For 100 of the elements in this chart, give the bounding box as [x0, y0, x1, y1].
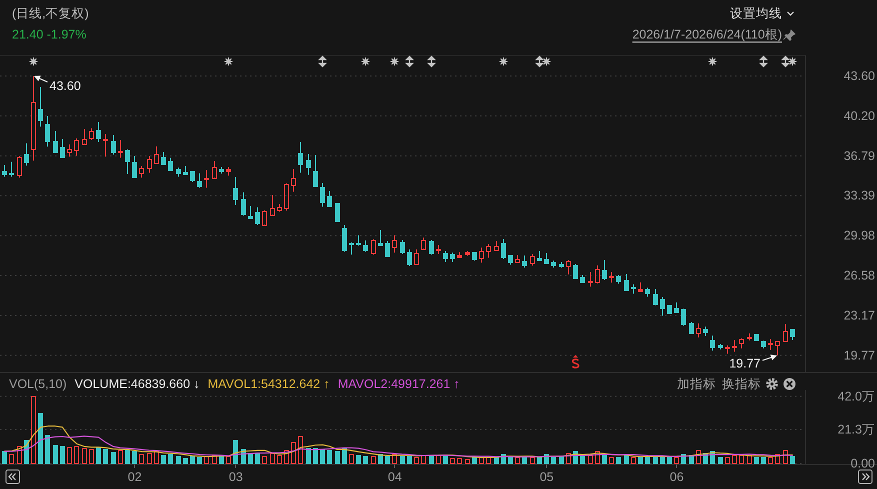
bar	[45, 435, 50, 464]
x-tick-label: 02	[128, 470, 142, 484]
candlestick	[335, 202, 340, 223]
candlestick	[67, 144, 72, 158]
candlestick	[494, 240, 499, 252]
bar	[96, 447, 101, 464]
bar	[298, 436, 303, 464]
bar	[761, 457, 766, 464]
candlestick	[645, 287, 650, 298]
candlestick	[168, 157, 173, 172]
bar	[537, 457, 542, 464]
candlestick	[147, 155, 152, 174]
bar	[82, 448, 87, 464]
candlestick	[371, 238, 376, 256]
y-tick-label: 19.77	[844, 348, 876, 362]
bar	[783, 450, 788, 464]
candlestick	[602, 260, 607, 280]
candlestick	[241, 192, 246, 216]
candlestick	[38, 86, 43, 128]
y-tick-label: 0.00	[850, 456, 876, 470]
candlestick	[674, 302, 679, 314]
bar	[443, 455, 448, 464]
candlestick	[414, 248, 419, 266]
bar	[161, 455, 166, 464]
annotation: 19.77	[729, 356, 761, 370]
candlestick	[118, 139, 123, 158]
candlestick	[790, 328, 795, 340]
bar	[660, 456, 665, 464]
candlestick	[313, 154, 318, 187]
bar	[53, 445, 58, 464]
candlestick	[689, 322, 694, 335]
bar	[335, 451, 340, 464]
bar	[168, 454, 173, 464]
bar	[74, 446, 79, 464]
bar	[147, 453, 152, 464]
bar	[768, 457, 773, 464]
bar	[17, 446, 22, 464]
candlestick	[82, 128, 87, 145]
bar	[465, 459, 470, 464]
chart-subtitle: 21.40 -1.97%	[12, 28, 86, 42]
bar	[111, 452, 116, 464]
candlestick	[284, 182, 289, 212]
bar	[429, 455, 434, 464]
candlestick	[631, 284, 636, 294]
line-series	[4, 426, 793, 458]
candlestick	[609, 272, 614, 284]
bar	[392, 454, 397, 464]
candlestick	[443, 250, 448, 263]
bar	[38, 413, 43, 464]
bar	[696, 450, 701, 464]
bar	[602, 455, 607, 464]
candlestick	[472, 252, 477, 262]
y-tick-label: 36.79	[844, 148, 876, 163]
candlestick	[2, 164, 7, 178]
candlestick	[667, 304, 672, 314]
candlestick	[327, 190, 332, 208]
candlestick	[226, 166, 231, 176]
candlestick	[595, 264, 600, 284]
bar	[270, 453, 275, 464]
bar	[291, 442, 296, 464]
candlestick	[60, 138, 65, 158]
candlestick	[544, 252, 549, 264]
bar	[580, 456, 585, 464]
bar	[306, 448, 311, 464]
bar	[320, 449, 325, 464]
bar	[775, 454, 780, 464]
bar	[363, 456, 368, 464]
candlestick	[573, 264, 578, 280]
bar	[9, 454, 14, 464]
candlestick	[530, 254, 535, 266]
candlestick	[429, 239, 434, 256]
candlestick	[378, 230, 383, 246]
bar	[212, 455, 217, 464]
annotation: 加指标	[677, 377, 716, 391]
x-tick-label: 05	[540, 470, 554, 484]
bar	[2, 451, 7, 464]
candlestick	[638, 282, 643, 292]
y-tick-label: 43.60	[844, 68, 876, 83]
candlestick	[320, 182, 325, 208]
x-tick-label: 06	[670, 470, 684, 484]
candlestick	[53, 130, 58, 154]
candlestick	[457, 252, 462, 258]
chart-title: (日线,不复权)	[12, 6, 89, 20]
candlestick	[45, 115, 50, 148]
candlestick	[761, 340, 766, 349]
annotation: VOLUME:46839.660 ↓	[74, 377, 200, 391]
bar	[436, 455, 441, 464]
bar	[609, 457, 614, 464]
bar	[566, 453, 571, 464]
x-tick-label: 03	[228, 470, 243, 484]
candlestick	[89, 128, 94, 140]
y-tick-label: 21.3万	[838, 422, 875, 436]
candlestick	[515, 254, 520, 264]
bar	[371, 456, 376, 464]
bar	[624, 455, 629, 464]
candlestick	[681, 308, 686, 326]
candlestick	[262, 210, 267, 226]
candlestick	[248, 205, 253, 220]
bar	[739, 455, 744, 464]
candlestick	[17, 156, 22, 178]
